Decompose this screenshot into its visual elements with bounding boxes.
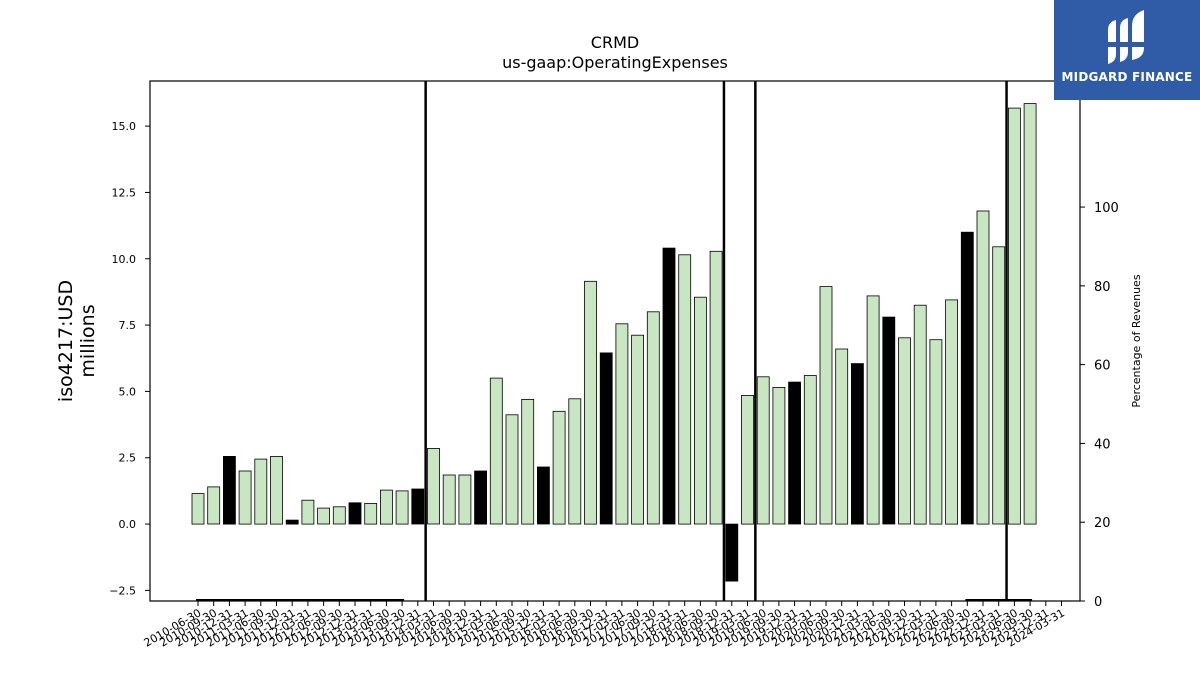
- bar: [976, 210, 990, 525]
- bar: [364, 502, 378, 525]
- y-tick-label: −2.5: [109, 584, 136, 597]
- y-tick-label: 15.0: [112, 120, 137, 133]
- bar: [584, 280, 597, 525]
- bar: [725, 523, 739, 582]
- bar: [1008, 107, 1021, 525]
- y2-tick-label: 80: [1094, 280, 1111, 295]
- bar: [1023, 103, 1037, 525]
- bar: [285, 519, 299, 525]
- y-tick-label: 10.0: [112, 253, 137, 266]
- y2-axis-label: Percentage of Revenues: [1130, 274, 1143, 407]
- y2-tick-label: 20: [1094, 516, 1111, 531]
- bar: [348, 502, 362, 525]
- bar: [662, 247, 676, 525]
- bar: [913, 304, 927, 525]
- bar: [709, 250, 723, 525]
- bar: [898, 337, 911, 525]
- bar: [929, 339, 943, 525]
- bar: [945, 299, 958, 525]
- bar: [489, 377, 503, 525]
- y2-tick-label: 60: [1094, 359, 1111, 374]
- bar: [960, 231, 974, 525]
- bar: [646, 311, 660, 525]
- bar: [474, 470, 488, 525]
- midgard-finance-logo: MIDGARD FINANCE: [1054, 0, 1200, 100]
- y-tick-label: 5.0: [119, 385, 137, 398]
- bar: [615, 323, 629, 525]
- plot-frame: [149, 80, 1081, 602]
- bar: [317, 507, 331, 525]
- midgard-logo-icon: [1108, 10, 1144, 64]
- bar: [521, 398, 535, 525]
- bar: [694, 296, 707, 525]
- bar: [631, 334, 644, 525]
- bar: [599, 352, 613, 525]
- bar: [835, 348, 849, 525]
- bar: [332, 506, 346, 525]
- bar: [803, 375, 817, 525]
- bar: [568, 398, 582, 525]
- bar: [678, 254, 692, 525]
- bar: [741, 394, 754, 525]
- y-axis-label: iso4217:USDmillions: [55, 280, 99, 402]
- bar: [882, 316, 896, 525]
- y-tick-label: 7.5: [119, 319, 137, 332]
- bar: [238, 470, 252, 525]
- bar: [207, 486, 221, 525]
- bar: [992, 246, 1006, 525]
- bar: [458, 474, 472, 525]
- bar: [442, 474, 456, 525]
- bar: [819, 286, 833, 525]
- chart-subtitle: us-gaap:OperatingExpenses: [502, 53, 728, 72]
- bar: [537, 466, 550, 525]
- bar: [505, 414, 519, 525]
- plot-area: −2.5 0.0 2.5 5.0 7.5 10.0 12.5 15.0 0 20 40 60 80 100…: [55, 80, 1119, 650]
- bar: [191, 493, 205, 525]
- y-tick-label: 0.0: [119, 518, 137, 531]
- bar: [379, 489, 393, 525]
- bar: [427, 447, 440, 525]
- bar: [411, 488, 425, 525]
- bar: [772, 386, 786, 525]
- y-axis-label-line: millions: [77, 304, 99, 377]
- y-axis-label-line: iso4217:USD: [55, 280, 77, 402]
- y2-tick-label: 40: [1094, 437, 1111, 452]
- bar: [851, 363, 864, 525]
- bar: [552, 410, 566, 525]
- y2-tick-label: 0: [1094, 595, 1102, 610]
- y-tick-label: 2.5: [119, 452, 137, 465]
- bar: [254, 458, 268, 525]
- bar: [222, 455, 236, 525]
- bar: [395, 490, 409, 525]
- chart-title: CRMD: [591, 33, 639, 52]
- bar: [756, 376, 770, 525]
- bar: [301, 499, 315, 525]
- bar: [788, 381, 801, 525]
- y-tick-label: 12.5: [112, 186, 137, 199]
- y2-tick-label: 100: [1094, 201, 1119, 216]
- bar: [866, 295, 880, 525]
- bar: [270, 455, 283, 525]
- logo-text: MIDGARD FINANCE: [1061, 70, 1193, 84]
